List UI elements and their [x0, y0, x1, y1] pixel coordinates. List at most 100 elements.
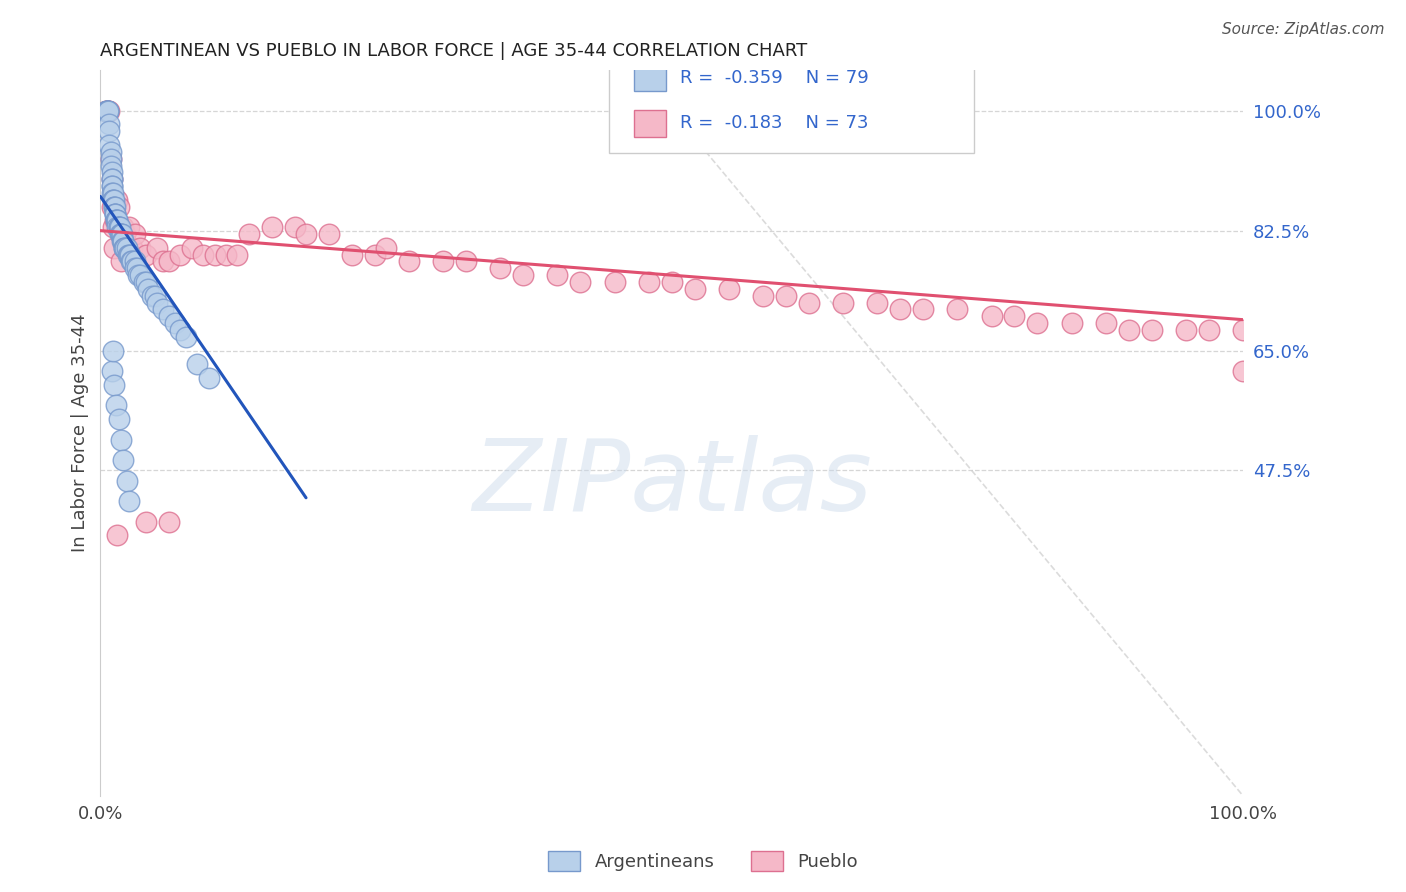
- Argentineans: [103, 377, 125, 392]
- Argentineans: [103, 193, 125, 207]
- Pueblo: [152, 254, 174, 268]
- Pueblo: [832, 295, 855, 310]
- Pueblo: [489, 261, 512, 276]
- Pueblo: [101, 172, 124, 186]
- Argentineans: [124, 261, 146, 276]
- Argentineans: [132, 275, 155, 289]
- Argentineans: [100, 159, 122, 173]
- Text: ARGENTINEAN VS PUEBLO IN LABOR FORCE | AGE 35-44 CORRELATION CHART: ARGENTINEAN VS PUEBLO IN LABOR FORCE | A…: [100, 42, 807, 60]
- Pueblo: [946, 302, 969, 317]
- Text: R =  -0.359    N = 79: R = -0.359 N = 79: [679, 69, 869, 87]
- Argentineans: [104, 206, 127, 220]
- Pueblo: [454, 254, 477, 268]
- Pueblo: [340, 247, 363, 261]
- Argentineans: [101, 179, 124, 194]
- Argentineans: [101, 364, 124, 378]
- Pueblo: [238, 227, 260, 241]
- Pueblo: [169, 247, 191, 261]
- Argentineans: [104, 206, 127, 220]
- Pueblo: [1095, 316, 1118, 330]
- Pueblo: [129, 241, 152, 255]
- Pueblo: [226, 247, 249, 261]
- Pueblo: [96, 103, 118, 118]
- Pueblo: [121, 241, 143, 255]
- Pueblo: [101, 200, 124, 214]
- Argentineans: [138, 282, 160, 296]
- Argentineans: [101, 343, 124, 358]
- Argentineans: [97, 103, 120, 118]
- Pueblo: [94, 103, 117, 118]
- Pueblo: [114, 227, 136, 241]
- Argentineans: [105, 398, 128, 412]
- Pueblo: [107, 193, 129, 207]
- Pueblo: [135, 247, 157, 261]
- Argentineans: [107, 213, 129, 227]
- Text: ZIPatlas: ZIPatlas: [472, 435, 872, 532]
- Argentineans: [107, 213, 129, 227]
- Argentineans: [107, 220, 129, 235]
- Pueblo: [101, 220, 124, 235]
- Pueblo: [1232, 323, 1254, 337]
- Pueblo: [398, 254, 420, 268]
- Argentineans: [107, 220, 129, 235]
- Argentineans: [101, 172, 124, 186]
- Argentineans: [112, 241, 135, 255]
- Argentineans: [94, 103, 117, 118]
- Argentineans: [129, 268, 152, 282]
- Argentineans: [104, 206, 127, 220]
- Argentineans: [135, 275, 157, 289]
- Argentineans: [105, 213, 128, 227]
- Text: R =  -0.183    N = 73: R = -0.183 N = 73: [679, 114, 868, 132]
- Pueblo: [118, 220, 141, 235]
- Pueblo: [1174, 323, 1197, 337]
- Argentineans: [112, 241, 135, 255]
- Argentineans: [141, 289, 163, 303]
- Argentineans: [120, 254, 142, 268]
- Argentineans: [101, 186, 124, 200]
- Pueblo: [432, 254, 454, 268]
- Pueblo: [107, 528, 129, 542]
- FancyBboxPatch shape: [634, 64, 666, 92]
- Pueblo: [752, 289, 775, 303]
- Argentineans: [169, 323, 191, 337]
- Pueblo: [97, 103, 120, 118]
- Argentineans: [111, 234, 134, 248]
- Pueblo: [569, 275, 592, 289]
- Argentineans: [101, 193, 124, 207]
- Argentineans: [114, 241, 136, 255]
- Argentineans: [143, 289, 166, 303]
- Argentineans: [105, 213, 128, 227]
- Argentineans: [108, 227, 131, 241]
- Argentineans: [112, 453, 135, 467]
- Argentineans: [101, 186, 124, 200]
- Argentineans: [96, 103, 118, 118]
- Pueblo: [97, 103, 120, 118]
- FancyBboxPatch shape: [609, 45, 974, 153]
- Pueblo: [180, 241, 202, 255]
- Pueblo: [204, 247, 226, 261]
- Argentineans: [118, 494, 141, 508]
- Pueblo: [637, 275, 659, 289]
- Argentineans: [108, 220, 131, 235]
- Legend: Argentineans, Pueblo: Argentineans, Pueblo: [540, 844, 866, 879]
- Pueblo: [661, 275, 683, 289]
- Pueblo: [1060, 316, 1083, 330]
- Pueblo: [1198, 323, 1220, 337]
- Pueblo: [683, 282, 706, 296]
- Argentineans: [110, 433, 132, 447]
- Argentineans: [98, 118, 121, 132]
- Argentineans: [115, 474, 138, 488]
- Pueblo: [512, 268, 534, 282]
- Argentineans: [120, 247, 142, 261]
- Argentineans: [121, 254, 143, 268]
- Pueblo: [1004, 310, 1026, 324]
- Argentineans: [111, 227, 134, 241]
- Argentineans: [97, 103, 120, 118]
- Argentineans: [100, 152, 122, 166]
- Argentineans: [157, 310, 180, 324]
- Pueblo: [260, 220, 283, 235]
- Pueblo: [215, 247, 238, 261]
- Argentineans: [101, 179, 124, 194]
- Pueblo: [889, 302, 911, 317]
- Argentineans: [107, 220, 129, 235]
